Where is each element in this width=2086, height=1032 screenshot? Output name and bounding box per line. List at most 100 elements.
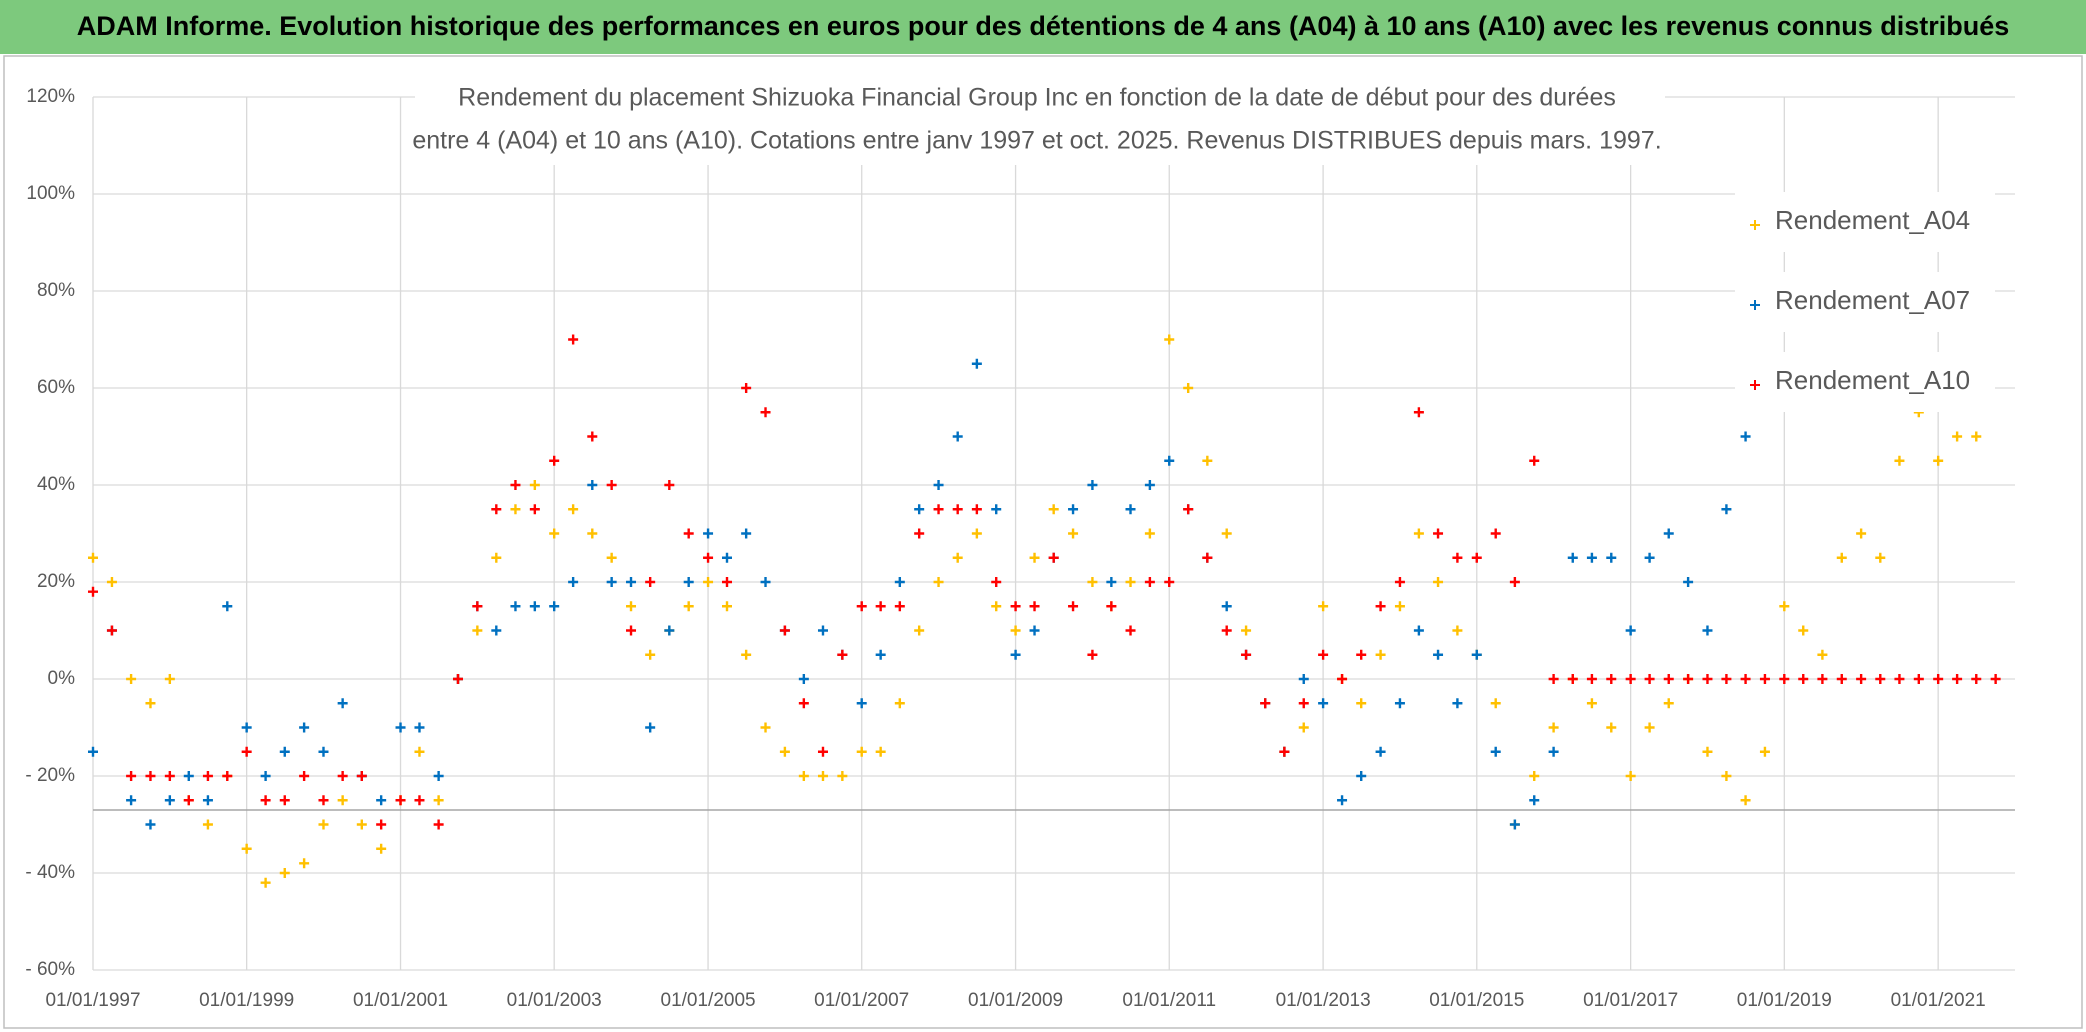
point (587, 528, 598, 539)
point (606, 552, 617, 563)
point (1586, 698, 1597, 709)
y-tick-label: 60% (37, 377, 75, 398)
point (1933, 455, 1944, 466)
point (1875, 552, 1886, 563)
legend-label: Rendement_A07 (1775, 285, 1970, 315)
point (1952, 674, 1963, 684)
point (971, 358, 982, 369)
point (202, 795, 213, 806)
point (529, 480, 540, 490)
point (241, 722, 252, 733)
point (126, 674, 137, 684)
point (1702, 674, 1713, 684)
point (1721, 771, 1732, 781)
legend-label: Rendement_A04 (1775, 205, 1970, 235)
point (1144, 577, 1155, 587)
point (414, 722, 425, 733)
point (1029, 601, 1040, 612)
point (1298, 698, 1309, 709)
point (260, 795, 271, 806)
point (1740, 674, 1751, 684)
point (1164, 455, 1175, 466)
point (1087, 649, 1098, 660)
x-tick-label: 01/01/2001 (353, 990, 448, 1011)
point (1817, 649, 1828, 660)
point (433, 795, 444, 806)
point (279, 868, 290, 878)
grid: - 60% - 40% - 20% 0% 20% 40% 60% 80% 100% 120% 01/… (25, 86, 2015, 1011)
legend-marker (1750, 300, 1760, 310)
point (1260, 698, 1271, 709)
point (914, 504, 925, 515)
point (1202, 552, 1213, 563)
x-tick-label: 01/01/2013 (1276, 990, 1371, 1011)
point (1759, 674, 1770, 684)
point (1452, 552, 1463, 563)
point (376, 843, 387, 854)
point (1029, 625, 1040, 636)
point (817, 771, 828, 781)
y-tick-label: 0% (48, 668, 76, 689)
point (1856, 528, 1867, 539)
point (1817, 674, 1828, 684)
point (452, 674, 463, 684)
point (1644, 722, 1655, 733)
point (1241, 649, 1252, 660)
point (1452, 625, 1463, 636)
point (1452, 698, 1463, 709)
point (356, 819, 367, 830)
point (1164, 577, 1175, 587)
point (529, 601, 540, 612)
point (126, 771, 137, 781)
point (549, 601, 560, 612)
point (1356, 771, 1367, 781)
point (1567, 674, 1578, 684)
point (222, 771, 233, 781)
point (145, 698, 156, 709)
y-tick-label: - 20% (25, 765, 75, 786)
point (1586, 552, 1597, 563)
y-tick-label: - 60% (25, 959, 75, 980)
point (1913, 674, 1924, 684)
point (1606, 722, 1617, 733)
point (1394, 698, 1405, 709)
point (1625, 625, 1636, 636)
point (1586, 674, 1597, 684)
point (1183, 504, 1194, 515)
point (1241, 625, 1252, 636)
point (202, 771, 213, 781)
legend-bg (1735, 192, 1995, 252)
point (1221, 625, 1232, 636)
points (88, 334, 2001, 888)
point (991, 577, 1002, 587)
point (529, 504, 540, 515)
point (1548, 722, 1559, 733)
point (664, 480, 675, 490)
x-tick-label: 01/01/2021 (1891, 990, 1986, 1011)
point (1010, 601, 1021, 612)
point (1318, 601, 1329, 612)
point (299, 722, 310, 733)
point (1413, 625, 1424, 636)
point (1106, 601, 1117, 612)
point (894, 601, 905, 612)
point (1375, 649, 1386, 660)
point (510, 480, 521, 490)
point (817, 746, 828, 757)
point (683, 601, 694, 612)
point (1394, 577, 1405, 587)
point (145, 819, 156, 830)
point (587, 480, 598, 490)
x-tick-label: 01/01/1999 (199, 990, 294, 1011)
point (779, 746, 790, 757)
point (472, 601, 483, 612)
point (645, 722, 656, 733)
point (875, 649, 886, 660)
point (1490, 698, 1501, 709)
point (664, 625, 675, 636)
point (299, 771, 310, 781)
point (414, 746, 425, 757)
point (741, 649, 752, 660)
point (1068, 601, 1079, 612)
point (145, 771, 156, 781)
